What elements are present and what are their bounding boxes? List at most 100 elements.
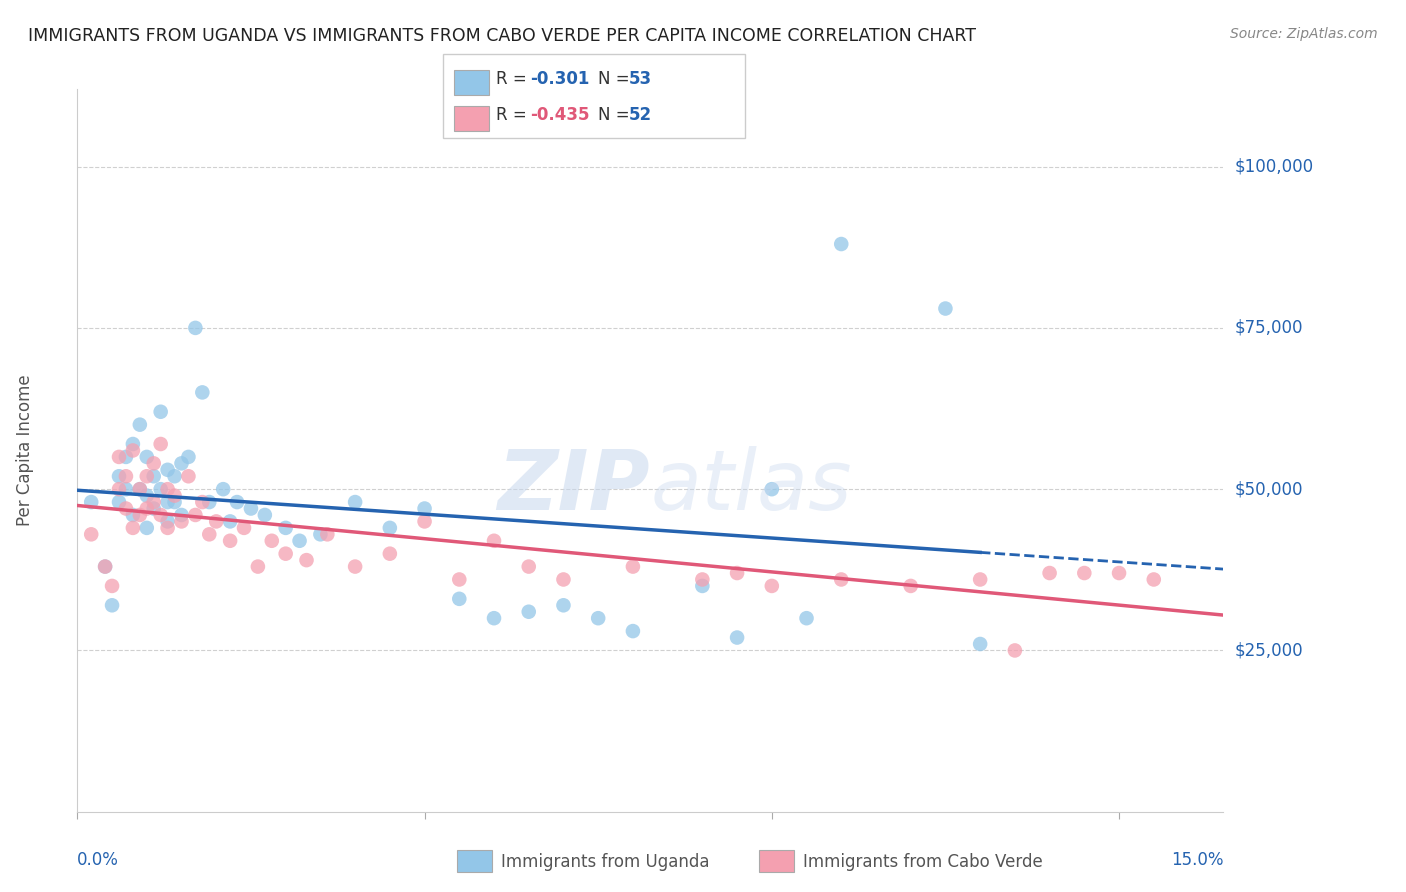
Point [115,450,138,464]
Text: Per Capita Income: Per Capita Income [15,375,34,526]
Point [115,469,138,483]
Text: atlas: atlas [651,446,852,527]
Text: 15.0%: 15.0% [1171,851,1223,869]
Point [191,385,214,400]
Point [692,573,714,587]
Point [725,566,748,580]
Point [149,437,172,451]
Point [163,495,186,509]
Point [378,521,401,535]
Point [233,521,256,535]
Point [969,573,991,587]
Point [295,553,318,567]
Text: 52: 52 [628,105,651,123]
Point [344,495,367,509]
Point [170,515,193,529]
Point [761,482,783,496]
Point [205,515,228,529]
Point [170,508,193,522]
Point [553,599,575,613]
Point [135,450,157,464]
Point [156,463,179,477]
Point [191,495,214,509]
Point [184,508,207,522]
Text: Immigrants from Uganda: Immigrants from Uganda [501,853,709,871]
Point [934,301,956,316]
Point [94,559,117,574]
Point [128,508,150,522]
Point [177,450,200,464]
Point [449,591,471,606]
Point [413,501,436,516]
Point [135,501,157,516]
Point [122,508,145,522]
Text: $25,000: $25,000 [1234,641,1303,659]
Point [156,495,179,509]
Point [1108,566,1130,580]
Text: 53: 53 [628,70,651,88]
Point [198,527,221,541]
Point [621,624,644,639]
Point [309,527,332,541]
Point [108,469,131,483]
Point [142,469,165,483]
Point [108,450,131,464]
Point [830,573,852,587]
Point [101,599,124,613]
Text: -0.435: -0.435 [530,105,589,123]
Text: $50,000: $50,000 [1234,480,1303,498]
Text: ZIP: ZIP [498,446,651,527]
Point [219,515,242,529]
Point [900,579,922,593]
Text: 0.0%: 0.0% [77,851,120,869]
Point [1073,566,1095,580]
Point [378,547,401,561]
Text: N =: N = [598,70,634,88]
Point [1039,566,1062,580]
Point [344,559,367,574]
Point [163,469,186,483]
Point [517,559,540,574]
Point [149,405,172,419]
Point [226,495,249,509]
Text: Immigrants from Cabo Verde: Immigrants from Cabo Verde [803,853,1043,871]
Point [108,495,131,509]
Point [288,533,311,548]
Point [260,533,283,548]
Point [274,521,297,535]
Point [253,508,276,522]
Point [80,527,103,541]
Point [122,521,145,535]
Point [212,482,235,496]
Point [1004,643,1026,657]
Point [246,559,269,574]
Point [177,469,200,483]
Text: Source: ZipAtlas.com: Source: ZipAtlas.com [1230,27,1378,41]
Point [94,559,117,574]
Point [135,489,157,503]
Text: N =: N = [598,105,634,123]
Point [316,527,339,541]
Point [135,521,157,535]
Point [219,533,242,548]
Point [692,579,714,593]
Point [128,482,150,496]
Point [149,508,172,522]
Text: $75,000: $75,000 [1234,318,1303,337]
Point [553,573,575,587]
Point [80,495,103,509]
Point [449,573,471,587]
Point [142,495,165,509]
Point [101,579,124,593]
Point [274,547,297,561]
Point [761,579,783,593]
Point [122,443,145,458]
Point [725,631,748,645]
Point [796,611,818,625]
Point [184,321,207,335]
Text: $100,000: $100,000 [1234,158,1313,176]
Point [969,637,991,651]
Point [135,469,157,483]
Point [156,515,179,529]
Point [170,456,193,470]
